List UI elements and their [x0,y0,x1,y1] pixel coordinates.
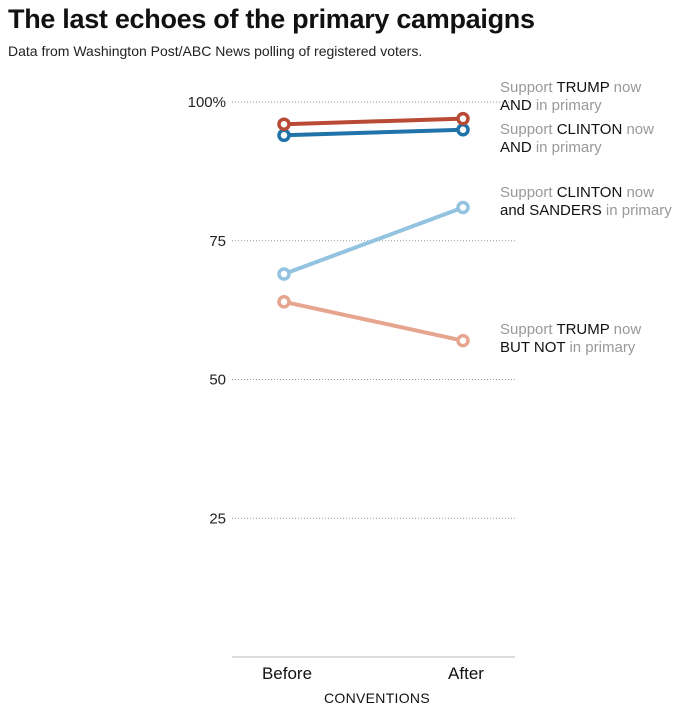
label-text: in primary [531,139,602,156]
series-label-trump_not: Support TRUMP now BUT NOT in primary [500,321,641,357]
series-label-clinton_and: Support CLINTON now AND in primary [500,121,654,157]
data-point-trump_not-before [277,295,291,309]
data-point-trump_and-before [277,117,291,131]
series-lines [277,111,470,348]
y-tick-label: 25 [209,510,226,527]
label-emphasis: CLINTON [556,121,623,138]
series-label-line2: BUT NOT in primary [500,339,641,357]
series-line-clinton_and [282,127,465,138]
series-label-line1: Support TRUMP now [500,321,641,339]
label-emphasis: TRUMP [556,79,610,96]
data-point-clinton_and-before [277,128,291,143]
chart-title: The last echoes of the primary campaigns [8,4,535,34]
label-text: Support [500,121,557,138]
data-point-clinton_and-after [456,123,470,137]
chart-subtitle: Data from Washington Post/ABC News polli… [8,43,423,59]
label-text: Support [500,79,557,96]
series-label-line2: AND in primary [500,97,641,115]
y-tick-label: 50 [209,372,226,389]
series-label-clinton_sanders: Support CLINTON now and SANDERS in primar… [500,184,672,220]
label-emphasis: AND [500,139,532,156]
x-tick-label-after: After [448,664,484,683]
label-text: Support [500,184,557,201]
series-label-line2: AND in primary [500,139,654,157]
y-tick-label: 75 [209,233,226,250]
series-clinton_and [277,123,470,143]
series-line-clinton_sanders [282,205,465,277]
series-trump_not [277,295,470,348]
gridlines: 100% 75 50 25 [188,94,515,527]
label-text: now [609,321,642,338]
label-emphasis: and SANDERS [500,202,602,219]
label-emphasis: TRUMP [556,321,610,338]
series-line-trump_not [282,299,465,343]
label-text: now [609,79,642,96]
data-point-trump_not-after [456,333,470,348]
data-point-clinton_sanders-after [456,200,470,215]
label-text: in primary [531,97,602,114]
series-label-line1: Support CLINTON now [500,121,654,139]
data-point-clinton_sanders-before [277,267,291,281]
series-label-trump_and: Support TRUMP now AND in primary [500,79,641,115]
label-emphasis: AND [500,97,532,114]
series-label-line1: Support TRUMP now [500,79,641,97]
x-axis: Before After CONVENTIONS [232,656,515,706]
series-clinton_sanders [277,200,470,281]
label-text: now [622,184,654,201]
label-text: in primary [565,339,636,356]
label-text: Support [500,321,557,338]
series-label-line1: Support CLINTON now [500,184,672,202]
y-tick-label: 100% [188,94,226,111]
label-emphasis: BUT NOT [500,339,566,356]
series-label-line2: and SANDERS in primary [500,202,672,220]
label-text: now [622,121,654,138]
data-point-trump_and-after [456,111,470,126]
label-emphasis: CLINTON [556,184,623,201]
x-tick-label-before: Before [262,664,312,683]
series-line-trump_and [282,116,465,127]
series-trump_and [277,111,470,131]
label-text: in primary [601,202,672,219]
x-axis-title: CONVENTIONS [324,690,430,706]
